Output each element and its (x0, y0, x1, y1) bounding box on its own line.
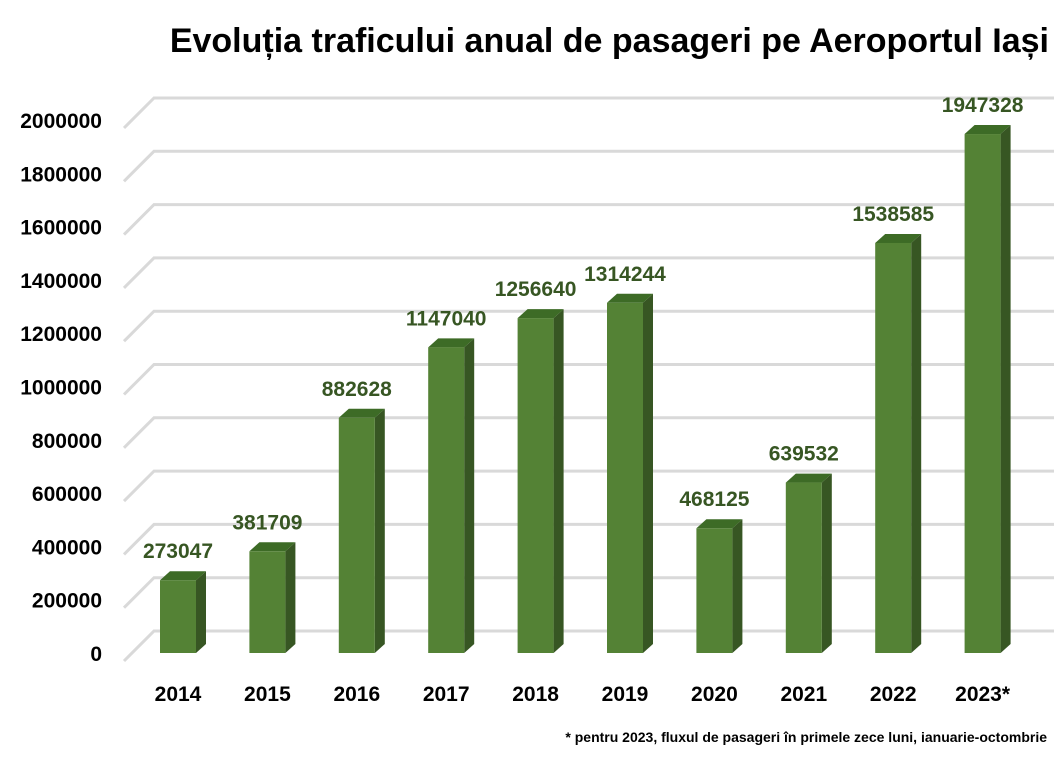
bar-top (517, 309, 564, 319)
bar (696, 519, 743, 653)
y-tick-label: 1400000 (20, 270, 102, 293)
bar-side (732, 519, 743, 653)
bar-top (249, 542, 296, 552)
bar-front (964, 134, 1001, 653)
data-label: 1947328 (942, 94, 1024, 117)
gridline (122, 256, 1054, 289)
bar (428, 338, 475, 653)
gridline (122, 203, 1054, 236)
bar (785, 473, 832, 653)
x-tick-label: 2022 (870, 683, 917, 706)
bar (517, 309, 564, 653)
bar-front (607, 302, 643, 653)
data-label: 1314244 (584, 263, 666, 286)
bar-side (553, 309, 564, 653)
gridline (122, 522, 1054, 556)
bars (160, 125, 1011, 653)
bar-top (785, 473, 832, 483)
x-tick-label: 2018 (512, 683, 559, 706)
data-label: 468125 (679, 488, 749, 511)
bar-side (196, 571, 206, 653)
bar-front (428, 347, 465, 653)
bar-side (821, 473, 832, 653)
bar-side (374, 408, 385, 653)
x-tick-label: 2020 (691, 683, 738, 706)
bar-top (964, 125, 1011, 135)
x-tick-label: 2017 (423, 683, 470, 706)
bar-front (785, 482, 822, 653)
bar-front (338, 417, 375, 653)
bar-top (696, 519, 743, 529)
bar-side (1000, 125, 1011, 653)
x-tick-label: 2021 (780, 683, 827, 706)
y-axis-ticks: 0 200000 400000 600000 800000 1000000 1200000 1… (20, 110, 102, 666)
y-tick-label: 1600000 (20, 217, 102, 240)
x-tick-label: 2014 (155, 683, 202, 706)
gridline (122, 629, 1054, 663)
bar (160, 571, 206, 653)
gridline (122, 469, 1054, 503)
data-label: 1256640 (495, 278, 577, 301)
bar-top (607, 293, 653, 303)
gridline (122, 416, 1054, 449)
footnote: * pentru 2023, fluxul de pasageri în pri… (565, 729, 1047, 745)
y-tick-label: 600000 (32, 483, 102, 506)
bar (875, 233, 922, 653)
bar-side (911, 233, 922, 653)
data-labels: 273047 381709 882628 1147040 1256640 1314244 4… (143, 94, 1024, 563)
y-tick-label: 800000 (32, 430, 102, 453)
y-tick-label: 1800000 (20, 163, 102, 186)
data-label: 381709 (232, 511, 302, 534)
y-tick-label: 1200000 (20, 323, 102, 346)
bar-top (875, 233, 922, 243)
bar-chart: 0 200000 400000 600000 800000 1000000 1200000 1… (20, 94, 1054, 706)
x-tick-label: 2016 (333, 683, 380, 706)
bar-front (160, 580, 196, 653)
bar-top (338, 408, 385, 418)
bar (964, 125, 1011, 653)
x-axis-ticks: 2014 2015 2016 2017 2018 2019 2020 2021 2022 2023… (155, 683, 1011, 706)
bar-front (517, 318, 554, 653)
bar-front (696, 528, 733, 653)
bar (249, 542, 296, 653)
x-tick-label: 2023* (955, 683, 1011, 706)
bar-front (875, 242, 912, 653)
x-tick-label: 2015 (244, 683, 291, 706)
bar (607, 293, 653, 653)
gridline (122, 363, 1054, 396)
bar (338, 408, 385, 653)
data-label: 1538585 (852, 203, 934, 226)
gridline (122, 149, 1054, 183)
x-tick-label: 2019 (602, 683, 649, 706)
y-tick-label: 0 (90, 643, 102, 666)
data-label: 1147040 (406, 307, 487, 330)
y-tick-label: 2000000 (20, 110, 102, 133)
y-tick-label: 200000 (32, 590, 102, 613)
bar-side (464, 338, 475, 653)
bar-side (643, 293, 653, 653)
bar-side (285, 542, 296, 653)
gridlines (122, 96, 1054, 663)
chart-title: Evoluția traficului anual de pasageri pe… (169, 22, 1049, 60)
y-tick-label: 400000 (32, 536, 102, 559)
y-tick-label: 1000000 (20, 377, 102, 400)
data-label: 639532 (769, 443, 839, 466)
gridline (122, 96, 1054, 130)
bar-front (249, 551, 286, 653)
gridline (122, 576, 1054, 609)
gridline (122, 309, 1054, 343)
data-label: 273047 (143, 540, 213, 563)
bar-top (428, 338, 475, 348)
data-label: 882628 (322, 378, 392, 401)
bar-top (160, 571, 206, 581)
